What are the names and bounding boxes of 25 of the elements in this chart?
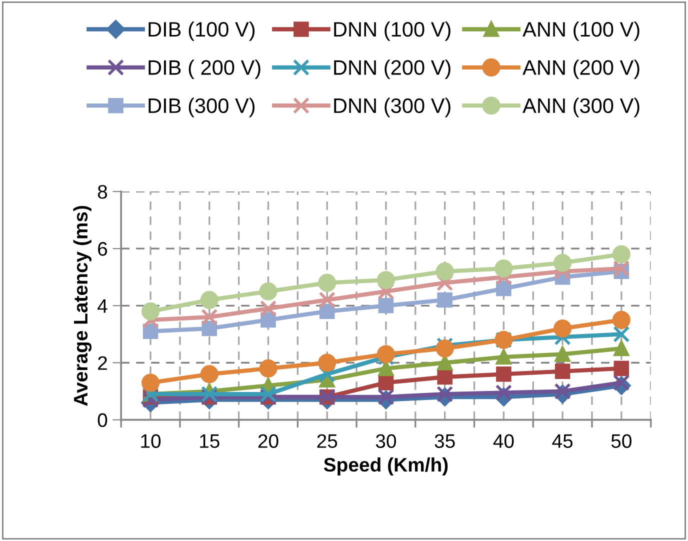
x-tick-label: 10 <box>141 434 161 448</box>
x-tick-label: 25 <box>317 434 338 448</box>
x-tick-label: 40 <box>493 434 514 448</box>
legend-label: DIB (300 V) <box>148 98 255 118</box>
legend-label: ANN (200 V) <box>522 60 640 80</box>
x-tick-label: 30 <box>376 434 396 448</box>
y-tick-label: 2 <box>98 356 107 370</box>
x-tick-label: 50 <box>611 434 632 448</box>
legend-label: DNN (100 V) <box>334 21 450 41</box>
legend-label: DIB (100 V) <box>148 21 255 41</box>
x-axis-title: Speed (Km/h) <box>324 457 448 476</box>
legend-label: DNN (300 V) <box>334 98 450 118</box>
y-tick-label: 4 <box>98 299 108 313</box>
x-tick-label: 15 <box>200 434 220 448</box>
y-tick-label: 0 <box>98 413 108 428</box>
y-tick-label: 6 <box>98 242 108 256</box>
x-tick-label: 35 <box>434 434 455 448</box>
x-tick-label: 45 <box>552 434 573 448</box>
y-tick-label: 8 <box>98 184 108 199</box>
y-axis-title: Average Latency (ms) <box>73 206 92 406</box>
x-tick-label: 20 <box>258 434 278 448</box>
legend-label: ANN (100 V) <box>522 21 640 41</box>
legend-label: DIB ( 200 V) <box>148 60 260 80</box>
legend-label: ANN (300 V) <box>522 98 640 118</box>
legend-label: DNN (200 V) <box>334 60 450 80</box>
